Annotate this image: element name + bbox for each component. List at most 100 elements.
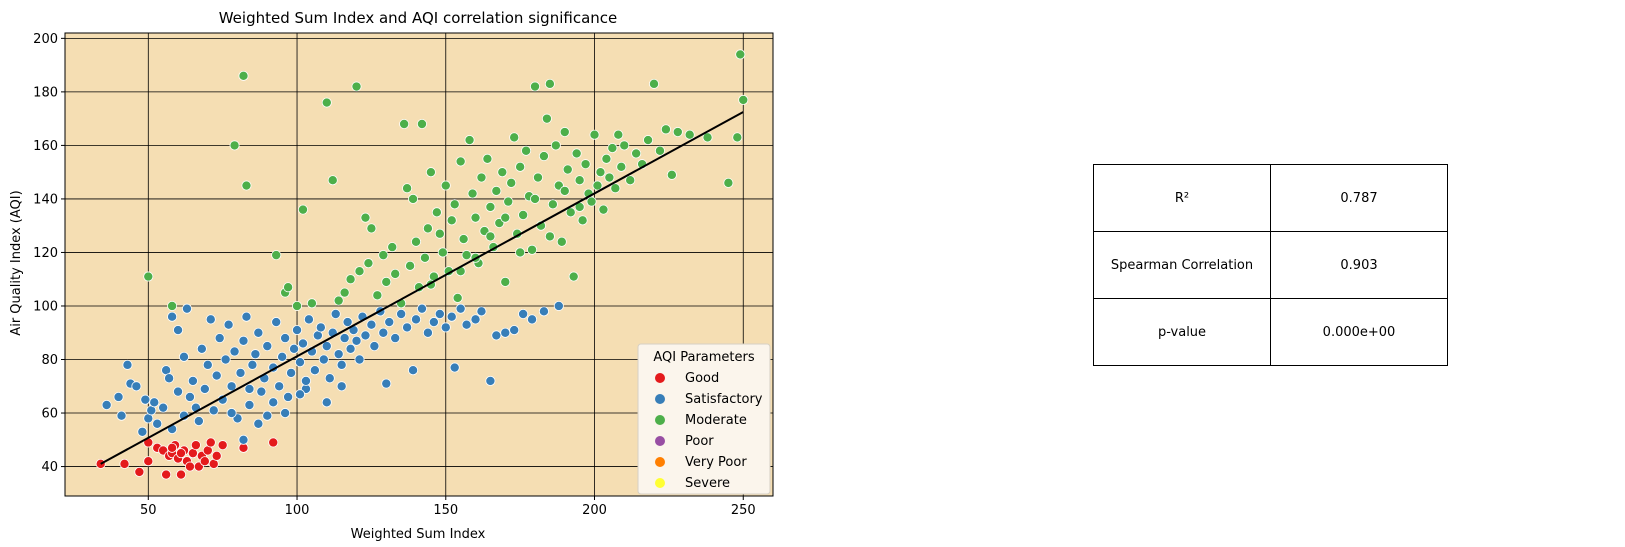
- data-point-satisfactory: [184, 391, 195, 402]
- data-point-moderate: [565, 207, 576, 218]
- data-point-satisfactory: [244, 400, 255, 411]
- data-point-moderate: [363, 258, 374, 269]
- data-point-moderate: [449, 199, 460, 210]
- data-point-moderate: [402, 183, 413, 194]
- data-point-moderate: [586, 196, 597, 207]
- data-point-good: [161, 469, 172, 480]
- data-point-satisfactory: [205, 314, 216, 325]
- data-point-satisfactory: [214, 333, 225, 344]
- data-point-moderate: [601, 153, 612, 164]
- data-point-satisfactory: [384, 317, 395, 328]
- data-point-moderate: [491, 185, 502, 196]
- data-point-satisfactory: [366, 319, 377, 330]
- data-point-satisfactory: [321, 341, 332, 352]
- legend-label: Very Poor: [685, 455, 747, 470]
- data-point-satisfactory: [369, 341, 380, 352]
- data-point-moderate: [598, 204, 609, 215]
- data-point-moderate: [485, 201, 496, 212]
- data-point-moderate: [518, 209, 529, 220]
- y-axis-label: Air Quality Index (AQI): [9, 190, 24, 335]
- data-point-satisfactory: [229, 346, 240, 357]
- y-axis-ticks: 40 60 80 100 120 140 160 180 200: [33, 32, 65, 475]
- data-point-satisfactory: [286, 367, 297, 378]
- data-point-satisfactory: [277, 351, 288, 362]
- data-point-satisfactory: [476, 306, 487, 317]
- data-point-moderate: [500, 212, 511, 223]
- data-point-moderate: [440, 180, 451, 191]
- plot-frame: [64, 32, 774, 497]
- data-point-satisfactory: [553, 300, 564, 311]
- data-point-moderate: [613, 129, 624, 140]
- data-point-good: [143, 456, 154, 467]
- data-point-good: [176, 448, 187, 459]
- data-point-good: [211, 450, 222, 461]
- data-point-satisfactory: [167, 311, 178, 322]
- data-point-moderate: [321, 97, 332, 108]
- data-point-moderate: [366, 223, 377, 234]
- data-point-moderate: [485, 231, 496, 242]
- y-tick-label: 80: [41, 353, 58, 368]
- data-point-moderate: [509, 132, 520, 143]
- x-tick-label: 150: [433, 503, 458, 518]
- data-point-moderate: [399, 118, 410, 129]
- data-point-satisfactory: [318, 354, 329, 365]
- data-point-moderate: [351, 81, 362, 92]
- scatter-chart: 50 100 150 200 250 406080100120140160180200 …: [9, 9, 774, 542]
- x-axis-ticks: 50 100 150 200 250: [140, 496, 756, 518]
- data-point-moderate: [271, 250, 282, 261]
- data-point-satisfactory: [538, 306, 549, 317]
- data-point-moderate: [571, 148, 582, 159]
- data-point-moderate: [461, 250, 472, 261]
- data-point-moderate: [521, 145, 532, 156]
- data-point-moderate: [241, 180, 252, 191]
- data-point-moderate: [482, 153, 493, 164]
- data-point-moderate: [568, 271, 579, 282]
- data-point-satisfactory: [271, 317, 282, 328]
- data-point-satisfactory: [360, 330, 371, 341]
- legend-marker: [655, 373, 665, 383]
- data-point-satisfactory: [297, 338, 308, 349]
- data-point-moderate: [559, 127, 570, 138]
- stats-table: R² 0.787 Spearman Correlation 0.903 p-va…: [1093, 164, 1448, 366]
- data-point-moderate: [631, 148, 642, 159]
- data-point-moderate: [556, 236, 567, 247]
- data-point-satisfactory: [449, 362, 460, 373]
- data-point-satisfactory: [158, 402, 169, 413]
- data-point-satisfactory: [295, 389, 306, 400]
- data-point-good: [119, 458, 130, 469]
- data-point-satisfactory: [416, 303, 427, 314]
- data-point-satisfactory: [173, 386, 184, 397]
- data-point-moderate: [506, 177, 517, 188]
- data-point-satisfactory: [283, 391, 294, 402]
- y-tick-label: 60: [41, 407, 58, 422]
- data-point-moderate: [735, 49, 746, 60]
- data-point-satisfactory: [101, 400, 112, 411]
- data-point-moderate: [580, 159, 591, 170]
- data-point-moderate: [372, 290, 383, 301]
- data-point-moderate: [387, 242, 398, 253]
- data-point-satisfactory: [527, 314, 538, 325]
- data-point-moderate: [229, 140, 240, 151]
- data-point-satisfactory: [411, 314, 422, 325]
- data-point-moderate: [327, 175, 338, 186]
- data-point-satisfactory: [422, 327, 433, 338]
- data-point-moderate: [610, 183, 621, 194]
- legend-title: AQI Parameters: [653, 350, 754, 365]
- data-point-satisfactory: [315, 322, 326, 333]
- data-point-moderate: [470, 212, 481, 223]
- data-point-satisfactory: [250, 349, 261, 360]
- data-point-satisfactory: [199, 383, 210, 394]
- data-point-moderate: [684, 129, 695, 140]
- data-point-satisfactory: [253, 327, 264, 338]
- data-point-good: [199, 456, 210, 467]
- data-point-satisfactory: [402, 322, 413, 333]
- data-point-good: [217, 440, 228, 451]
- data-point-moderate: [238, 70, 249, 81]
- y-tick-label: 40: [41, 460, 58, 475]
- data-point-satisfactory: [253, 418, 264, 429]
- data-point-satisfactory: [113, 391, 124, 402]
- data-point-satisfactory: [187, 375, 198, 386]
- data-point-satisfactory: [137, 426, 148, 437]
- data-point-moderate: [660, 124, 671, 135]
- data-point-satisfactory: [455, 303, 466, 314]
